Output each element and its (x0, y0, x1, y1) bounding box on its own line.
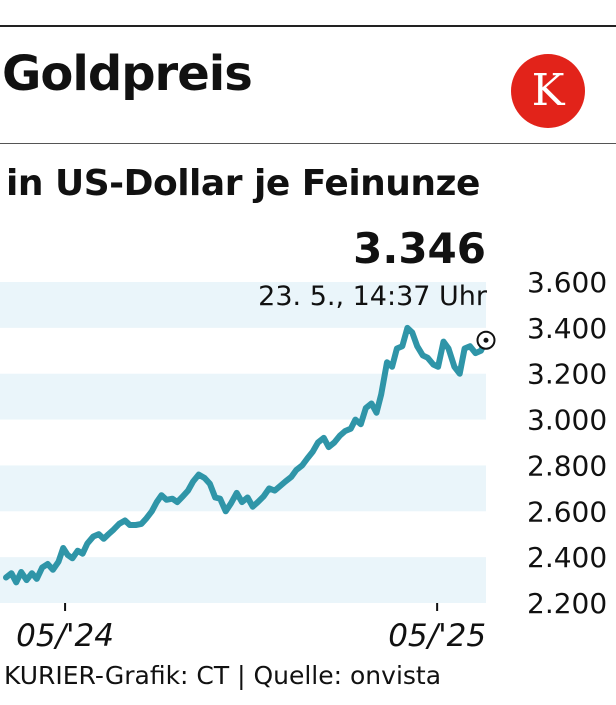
x-axis-ticks: 05/'24 05/'25 (16, 603, 486, 654)
y-tick-label: 2.800 (527, 449, 607, 482)
gold-price-line (3, 324, 489, 586)
y-tick-label: 3.200 (527, 358, 607, 391)
y-tick-label: 3.000 (527, 404, 607, 437)
latest-price-timestamp: 23. 5., 14:37 Uhr (258, 281, 487, 312)
grid-band (0, 282, 486, 328)
latest-point-dot (483, 337, 489, 343)
x-tick-label: 05/'25 (388, 618, 486, 654)
y-tick-label: 2.400 (527, 541, 607, 574)
y-tick-label: 3.400 (527, 312, 607, 345)
y-tick-label: 2.200 (527, 587, 607, 620)
grid-bands (0, 282, 486, 603)
divider (0, 143, 616, 144)
y-axis-tick-labels: 3.600 3.400 3.200 3.000 2.800 2.600 2.400 2.200 (527, 266, 607, 620)
kurier-logo: K (511, 54, 585, 128)
grid-band (0, 373, 486, 420)
y-tick-label: 3.600 (527, 266, 607, 299)
x-tick-label: 05/'24 (16, 618, 114, 654)
chart-title: Goldpreis (2, 46, 253, 102)
series-layer (3, 324, 496, 586)
source-credit: KURIER-Grafik: CT | Quelle: onvista (4, 661, 442, 690)
y-tick-label: 2.600 (527, 495, 607, 528)
grid-band (0, 557, 486, 603)
chart-subtitle: in US-Dollar je Feinunze (6, 163, 480, 204)
top-rule (0, 25, 616, 27)
latest-price-value: 3.346 (353, 224, 486, 273)
